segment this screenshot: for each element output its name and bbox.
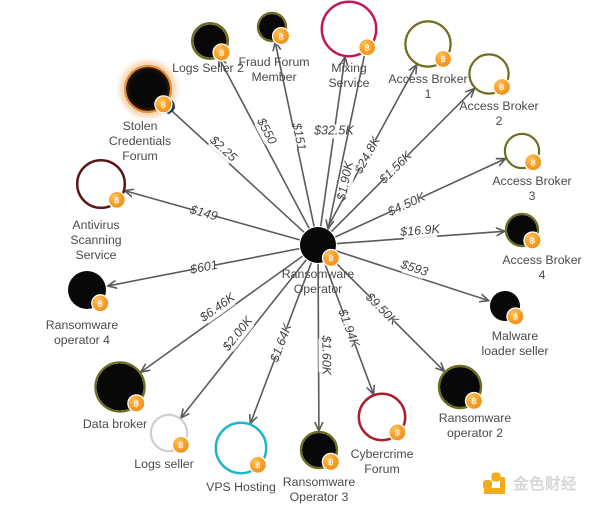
svg-text:$1.60K: $1.60K — [319, 334, 333, 375]
svg-text:$1.94K: $1.94K — [335, 306, 363, 350]
svg-text:$4.50K: $4.50K — [385, 189, 428, 219]
svg-text:$601: $601 — [188, 258, 219, 277]
svg-text:฿: ฿ — [97, 299, 103, 309]
svg-text:$1.64K: $1.64K — [267, 321, 295, 365]
svg-text:฿: ฿ — [328, 253, 334, 263]
svg-text:฿: ฿ — [114, 195, 120, 205]
svg-text:฿: ฿ — [530, 236, 536, 246]
svg-text:฿: ฿ — [471, 396, 477, 406]
svg-text:฿: ฿ — [364, 42, 370, 52]
svg-text:฿: ฿ — [134, 399, 140, 409]
svg-text:฿: ฿ — [513, 312, 519, 322]
svg-text:฿: ฿ — [499, 82, 505, 92]
svg-text:฿: ฿ — [178, 440, 184, 450]
svg-text:฿: ฿ — [440, 54, 446, 64]
svg-text:฿: ฿ — [530, 157, 536, 167]
svg-text:฿: ฿ — [278, 31, 284, 41]
svg-text:$151: $151 — [289, 121, 309, 152]
svg-text:$1.56K: $1.56K — [376, 148, 415, 187]
svg-text:฿: ฿ — [255, 460, 261, 470]
svg-text:฿: ฿ — [161, 100, 167, 110]
svg-text:$2.00K: $2.00K — [219, 313, 256, 354]
svg-text:฿: ฿ — [395, 428, 401, 438]
